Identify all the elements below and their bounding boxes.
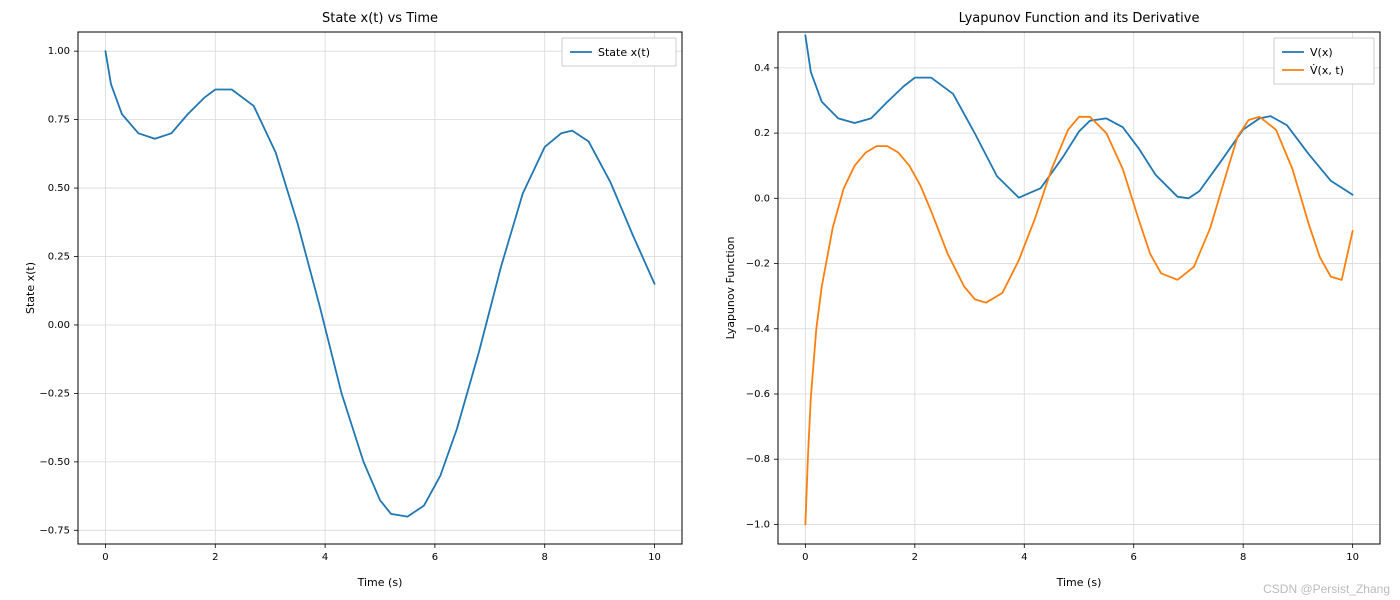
svg-text:0.0: 0.0 <box>754 193 770 204</box>
svg-text:Lyapunov Function and its Deri: Lyapunov Function and its Derivative <box>959 11 1200 26</box>
svg-text:State x(t) vs Time: State x(t) vs Time <box>322 11 438 26</box>
svg-text:2: 2 <box>212 552 218 563</box>
svg-text:0.00: 0.00 <box>48 320 70 331</box>
svg-text:4: 4 <box>1021 552 1027 563</box>
svg-text:−0.8: −0.8 <box>746 454 770 465</box>
svg-text:8: 8 <box>1240 552 1246 563</box>
svg-text:0.25: 0.25 <box>48 252 70 263</box>
svg-text:1.00: 1.00 <box>48 46 70 57</box>
svg-text:−0.75: −0.75 <box>39 525 70 536</box>
svg-text:V̇(x, t): V̇(x, t) <box>1310 64 1344 77</box>
svg-text:2: 2 <box>912 552 918 563</box>
svg-text:−0.4: −0.4 <box>746 324 770 335</box>
svg-text:Time (s): Time (s) <box>357 576 403 589</box>
svg-text:State x(t): State x(t) <box>598 46 650 59</box>
watermark-text: CSDN @Persist_Zhang <box>1263 582 1390 596</box>
svg-text:Lyapunov Function: Lyapunov Function <box>724 237 737 340</box>
svg-text:−0.50: −0.50 <box>39 457 70 468</box>
svg-text:6: 6 <box>1131 552 1137 563</box>
figure-container: 0246810−0.75−0.50−0.250.000.250.500.751.… <box>0 0 1400 600</box>
svg-text:0.75: 0.75 <box>48 115 70 126</box>
svg-text:State x(t): State x(t) <box>24 262 37 314</box>
svg-text:6: 6 <box>432 552 438 563</box>
svg-text:8: 8 <box>542 552 548 563</box>
svg-text:0: 0 <box>802 552 808 563</box>
svg-text:0.50: 0.50 <box>48 183 70 194</box>
svg-text:0.2: 0.2 <box>754 128 770 139</box>
svg-text:0: 0 <box>102 552 108 563</box>
svg-text:−1.0: −1.0 <box>746 519 770 530</box>
svg-text:V(x): V(x) <box>1310 46 1333 59</box>
right-plot: 0 2 4 6 8 10 −1.0 −0.8 −0.6 −0.4 −0.2 0.0 0.2 0.4 Time… <box>700 0 1400 600</box>
svg-text:10: 10 <box>648 552 661 563</box>
svg-text:Time (s): Time (s) <box>1056 576 1102 589</box>
svg-text:0.4: 0.4 <box>754 63 770 74</box>
svg-text:10: 10 <box>1346 552 1359 563</box>
svg-text:−0.2: −0.2 <box>746 259 770 270</box>
svg-text:−0.6: −0.6 <box>746 389 770 400</box>
svg-text:−0.25: −0.25 <box>39 388 70 399</box>
left-plot: 0 2 4 6 8 10 −0.75 −0.50 −0.25 0.00 0.25 0.50 0.75 1.… <box>0 0 700 600</box>
svg-text:4: 4 <box>322 552 328 563</box>
